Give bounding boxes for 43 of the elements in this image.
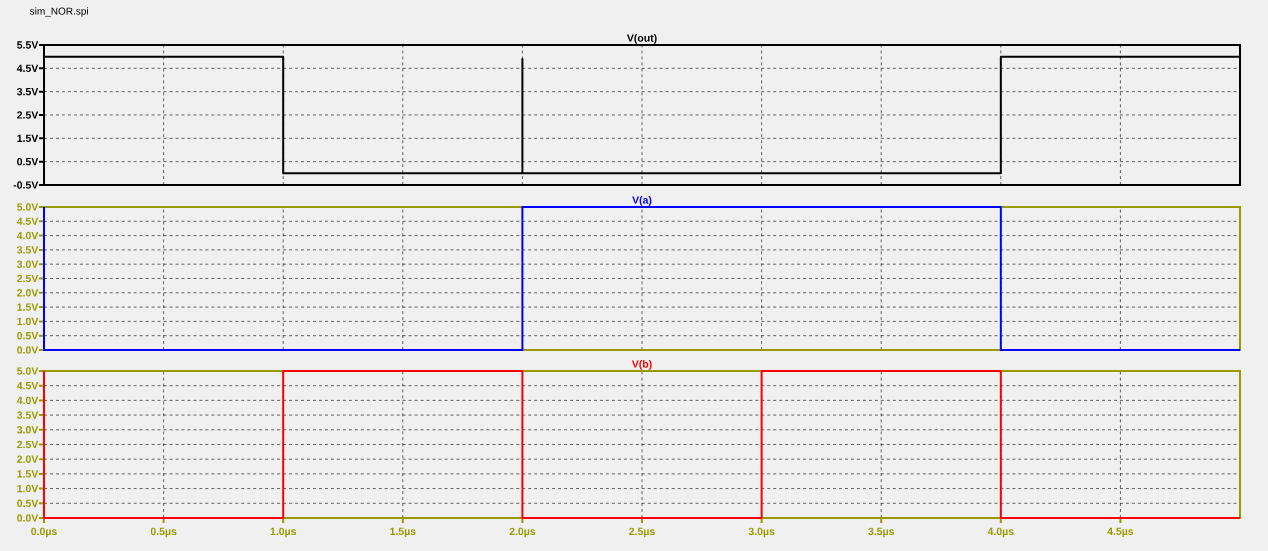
y-tick-label: 5.0V <box>17 203 39 211</box>
series-label: V(a) <box>632 196 652 206</box>
x-tick-label: 1.5µs <box>390 527 416 538</box>
y-tick-label: 4.5V <box>16 382 39 390</box>
y-tick-label: 4.0V <box>16 231 39 240</box>
y-tick-label: 4.5V <box>16 217 39 225</box>
y-tick-label: 3.0V <box>16 426 39 434</box>
y-tick-label: 0.5V <box>17 157 39 166</box>
y-tick-label: 5.0V <box>17 367 39 375</box>
y-tick-label: 1.5V <box>17 303 39 311</box>
y-tick-label: 3.5V <box>16 411 39 419</box>
y-tick-label: 3.0V <box>16 260 39 268</box>
x-tick-label: 2.5µs <box>629 527 655 538</box>
x-tick-label: 4.5µs <box>1107 527 1134 538</box>
y-tick-label: 1.0V <box>17 317 39 326</box>
y-tick-label: 1.5V <box>17 134 39 142</box>
x-tick-label: 0.0µs <box>31 527 57 538</box>
y-tick-label: 2.5V <box>17 274 39 283</box>
y-tick-label: 2.0V <box>17 455 39 463</box>
text: V(out) <box>626 34 657 44</box>
y-tick-label: 5.5V <box>17 41 39 49</box>
y-tick-label: 3.5V <box>16 246 39 254</box>
y-tick-label: 2.0V <box>17 289 39 297</box>
x-tick-label: 0.5µs <box>150 527 177 538</box>
y-tick-label: 2.5V <box>17 440 39 449</box>
y-tick-label: 0.0V <box>17 346 39 354</box>
y-tick-label: 4.5V <box>16 64 39 72</box>
y-tick-label: 1.0V <box>17 484 39 493</box>
y-tick-label: 0.0V <box>17 514 39 522</box>
x-tick-label: 1.0µs <box>270 527 297 538</box>
y-tick-label: 2.5V <box>17 111 39 119</box>
x-tick-label: 2.0µs <box>509 527 536 538</box>
text: sim_NOR.spi <box>29 7 88 17</box>
y-tick-label: 0.5V <box>17 331 39 340</box>
y-tick-label: -0.5V <box>13 181 39 189</box>
x-tick-label: 4.0µs <box>987 527 1014 538</box>
x-tick-label: 3.5µs <box>868 527 895 538</box>
y-tick-label: 4.0V <box>16 396 39 405</box>
text: V(b) <box>631 360 652 370</box>
y-tick-label: 3.5V <box>16 87 39 96</box>
y-tick-label: 1.5V <box>17 470 39 478</box>
y-tick-label: 0.5V <box>17 499 39 508</box>
x-tick-label: 3.0µs <box>748 527 775 538</box>
